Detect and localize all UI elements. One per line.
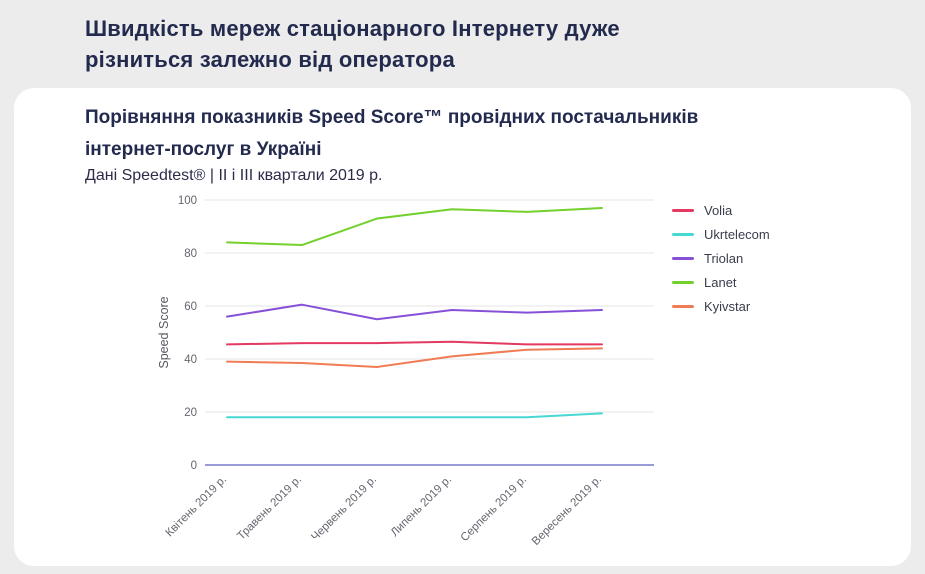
legend-swatch-ukrtelecom (672, 233, 694, 236)
x-tick-label: Серпень 2019 р. (459, 474, 529, 544)
legend-item-kyivstar: Kyivstar (672, 298, 770, 315)
chart-canvas: 0 20 40 60 80 100 Speed Score Квітень 2019 р. Тр… (157, 195, 654, 548)
series-line-volia (226, 340, 603, 346)
y-tick-label: 60 (184, 301, 197, 313)
legend-item-ukrtelecom: Ukrtelecom (672, 226, 770, 243)
legend-label: Kyivstar (704, 299, 751, 314)
report-card: Порівняння показників Speed Score™ прові… (14, 88, 911, 566)
series-line-ukrtelecom (226, 412, 603, 419)
legend-item-triolan: Triolan (672, 250, 770, 267)
y-tick-label: 100 (178, 195, 197, 207)
card-title-line1: Порівняння показників Speed Score™ прові… (85, 107, 699, 128)
x-tick-label: Травень 2019 р. (235, 474, 304, 543)
page-title-line1: Швидкість мереж стаціонарного Інтернету … (85, 16, 620, 41)
y-tick-label: 40 (184, 354, 197, 366)
series-line-kyivstar (226, 347, 603, 368)
legend-label: Ukrtelecom (704, 227, 770, 242)
card-title-line2: інтернет-послуг в Україні (85, 139, 322, 160)
speed-score-chart: 0 20 40 60 80 100 Speed Score Квітень 2019 р. Тр… (154, 188, 674, 548)
legend-label: Triolan (704, 251, 744, 266)
card-subtitle: Дані Speedtest® | II і III квартали 2019… (85, 167, 383, 184)
legend-swatch-triolan (672, 257, 694, 260)
legend-swatch-lanet (672, 281, 694, 284)
legend-swatch-volia (672, 209, 694, 212)
card-title: Порівняння показників Speed Score™ прові… (85, 102, 698, 166)
legend-item-volia: Volia (672, 202, 770, 219)
legend-item-lanet: Lanet (672, 274, 770, 291)
y-tick-label: 0 (191, 460, 197, 472)
y-tick-label: 20 (184, 407, 197, 419)
page-title-line2: різниться залежно від оператора (85, 47, 455, 72)
y-axis-title: Speed Score (157, 296, 171, 368)
x-tick-label: Липень 2019 р. (389, 474, 454, 539)
series-line-triolan (226, 303, 603, 321)
page-header: Швидкість мереж стаціонарного Інтернету … (85, 13, 620, 75)
legend-swatch-kyivstar (672, 305, 694, 308)
legend-label: Volia (704, 203, 733, 218)
legend-label: Lanet (704, 275, 737, 290)
x-tick-label: Вересень 2019 р. (530, 474, 604, 548)
series-line-lanet (226, 206, 603, 247)
y-tick-label: 80 (184, 248, 197, 260)
x-tick-label: Квітень 2019 р. (163, 474, 229, 540)
x-tick-label: Червень 2019 р. (309, 474, 379, 544)
chart-legend: Volia Ukrtelecom Triolan Lanet Kyivstar (672, 202, 770, 315)
